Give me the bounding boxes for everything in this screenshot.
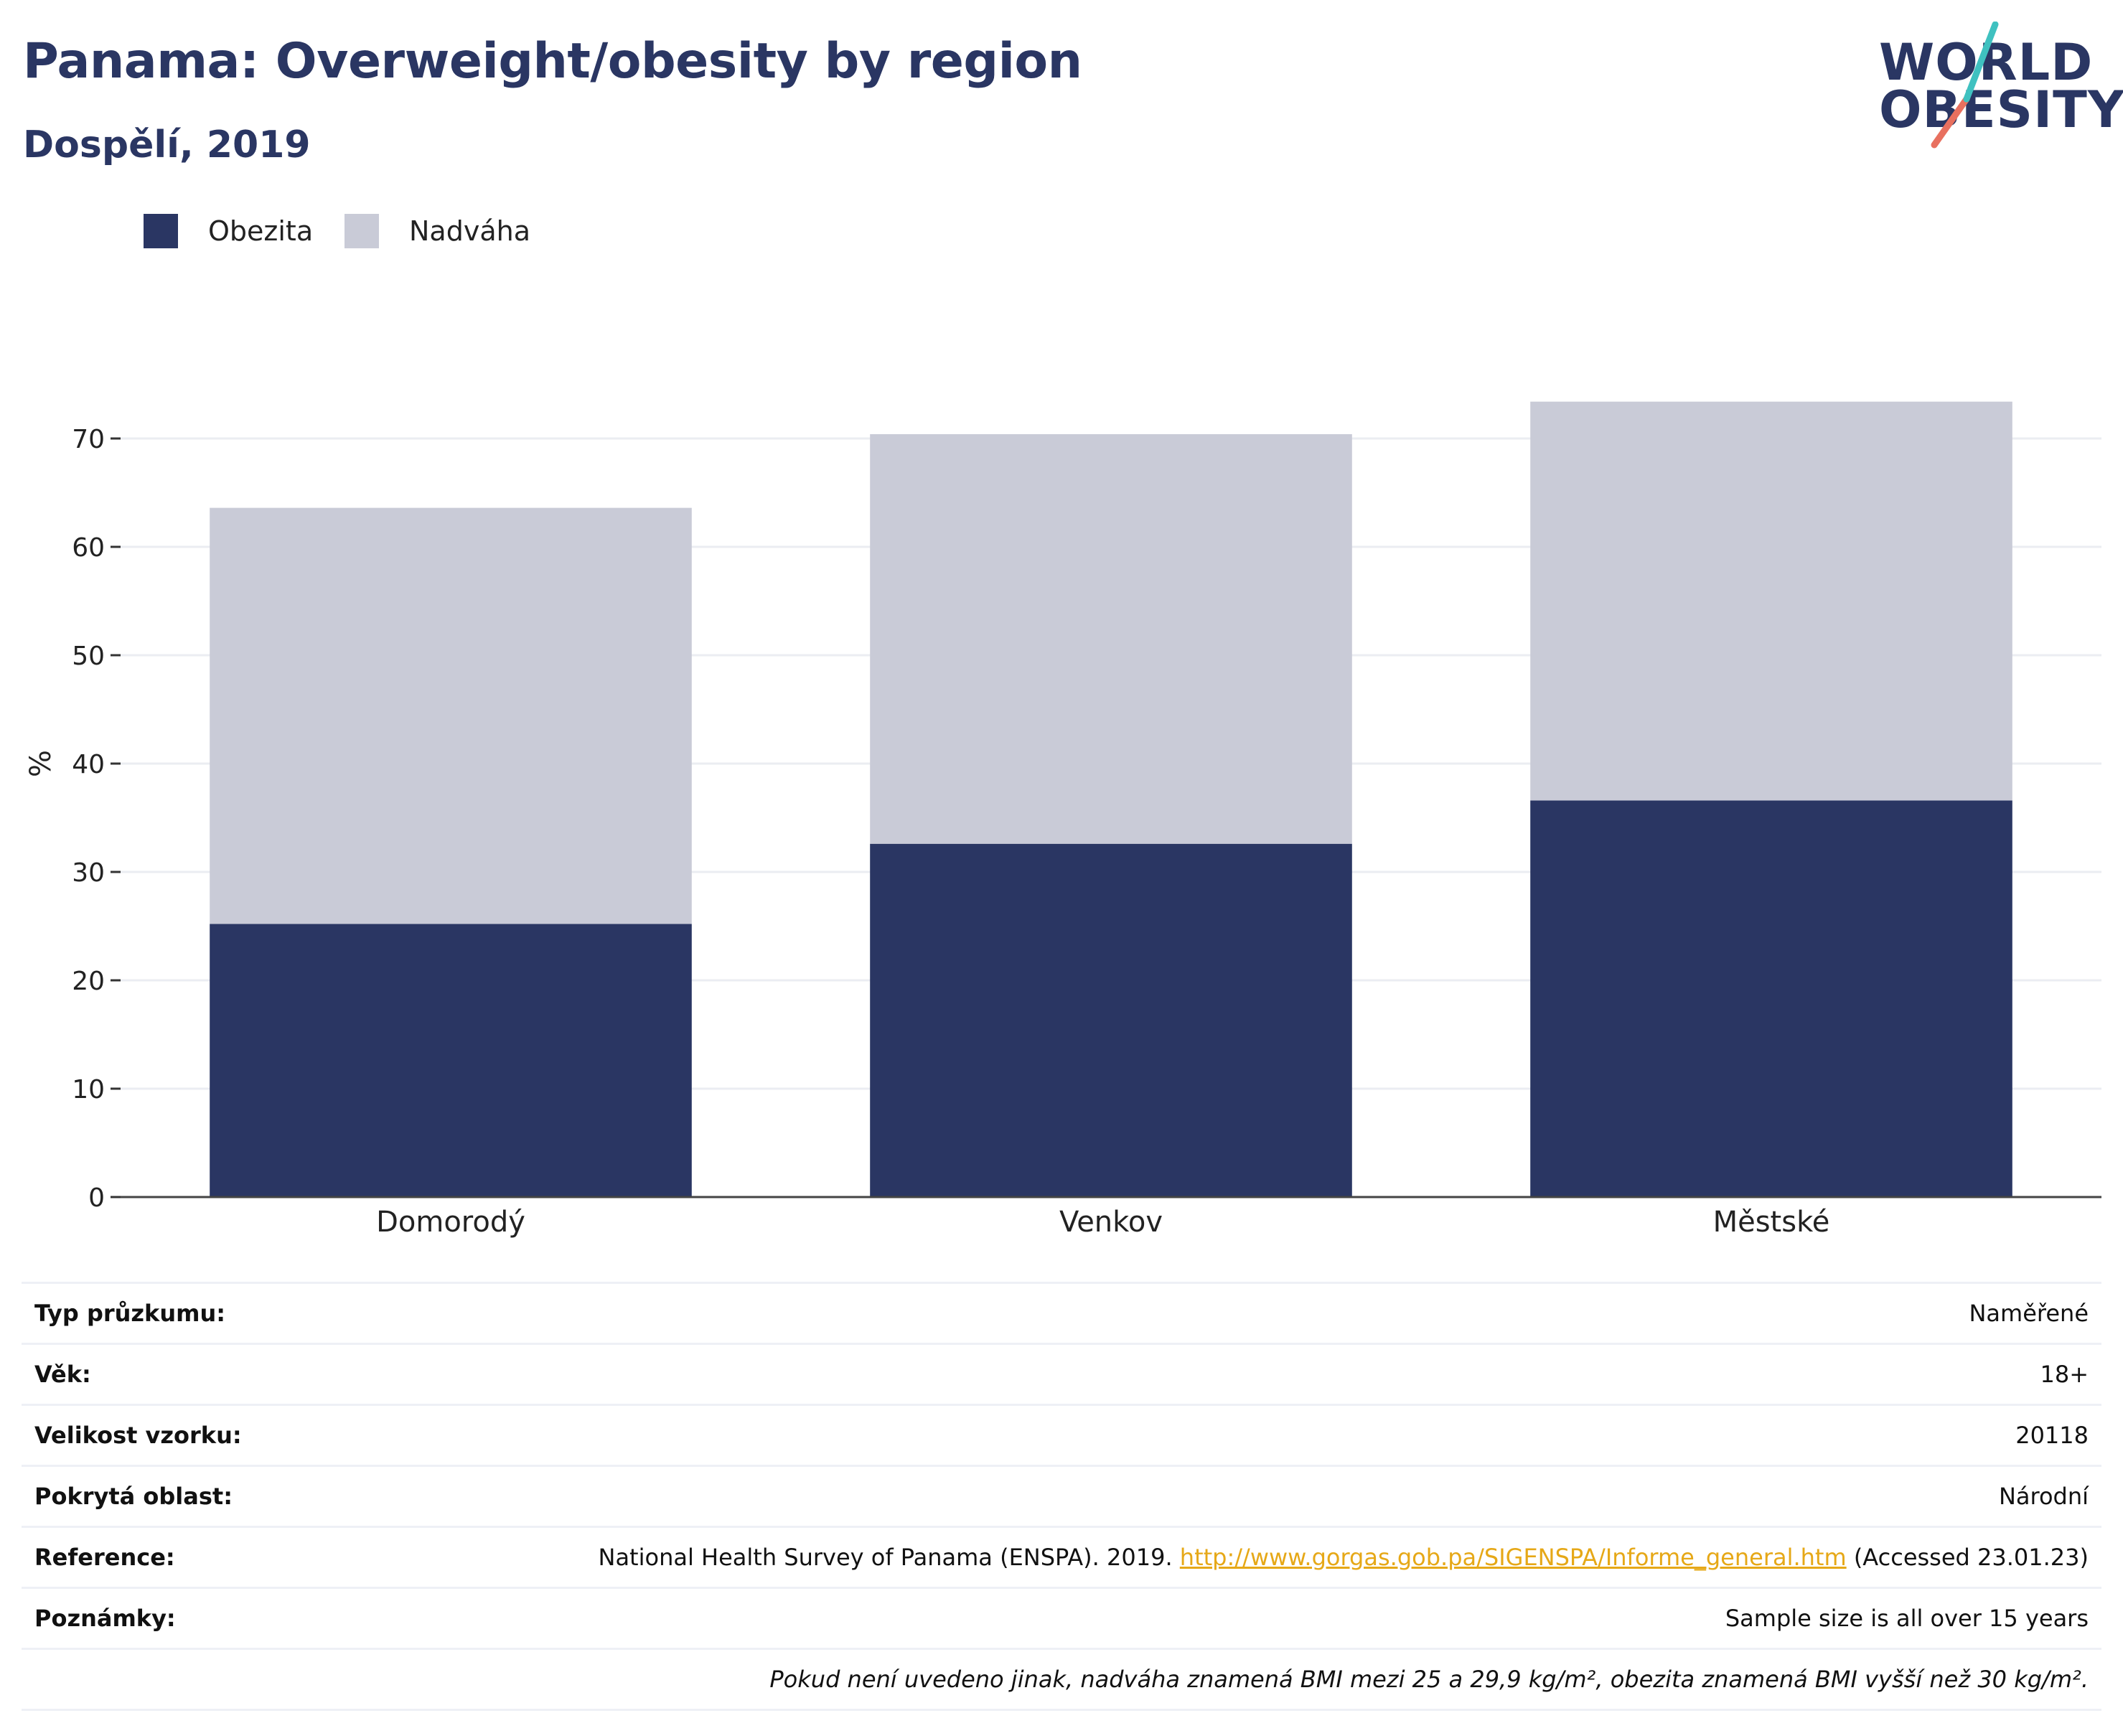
footnote: Pokud není uvedeno jinak, nadváha znamen… xyxy=(769,1666,2089,1693)
reference-link[interactable]: http://www.gorgas.gob.pa/SIGENSPA/Inform… xyxy=(1179,1544,1847,1571)
info-row-age: Věk: 18+ xyxy=(22,1343,2101,1404)
reference-text: National Health Survey of Panama (ENSPA)… xyxy=(598,1544,1180,1571)
chart-title: Panama: Overweight/obesity by region xyxy=(23,33,1082,90)
info-value: 18+ xyxy=(2040,1361,2089,1388)
info-row-sample-size: Velikost vzorku: 20118 xyxy=(22,1404,2101,1465)
info-value: Národní xyxy=(1998,1483,2089,1510)
y-tick-label: 20 xyxy=(72,967,105,996)
info-value: Naměřené xyxy=(1969,1300,2089,1327)
bar-obesity xyxy=(1530,800,2012,1197)
x-tick-label: Městské xyxy=(1713,1206,1830,1239)
y-tick-label: 70 xyxy=(72,425,105,454)
logo-slash-icon xyxy=(1931,22,1999,149)
info-value: 20118 xyxy=(2015,1422,2089,1449)
legend-swatch-overweight xyxy=(345,214,379,248)
info-key: Velikost vzorku: xyxy=(34,1422,242,1449)
y-tick-label: 50 xyxy=(72,642,105,671)
y-tick-label: 10 xyxy=(72,1075,105,1104)
reference-value: National Health Survey of Panama (ENSPA)… xyxy=(599,1544,2089,1571)
info-row-area: Pokrytá oblast: Národní xyxy=(22,1465,2101,1526)
legend-label-overweight: Nadváha xyxy=(409,215,530,247)
info-row-notes: Poznámky: Sample size is all over 15 yea… xyxy=(22,1587,2101,1648)
chart-subtitle: Dospělí, 2019 xyxy=(23,123,311,166)
y-tick-label: 40 xyxy=(72,750,105,779)
y-tick-label: 30 xyxy=(72,858,105,888)
logo-line-2: OBESITY xyxy=(1879,80,2123,139)
legend-swatch-obesity xyxy=(144,214,178,248)
bar-obesity xyxy=(870,843,1352,1197)
info-row-reference: Reference: National Health Survey of Pan… xyxy=(22,1526,2101,1587)
bar-chart: 0 10 20 30 40 50 60 70% Domorodý Venkov Městské xyxy=(24,401,2101,1239)
info-key: Reference: xyxy=(34,1544,175,1571)
y-tick-label: 0 xyxy=(88,1183,105,1213)
info-key: Věk: xyxy=(34,1361,91,1388)
survey-info-table: Typ průzkumu: Naměřené Věk: 18+ Velikost… xyxy=(22,1282,2101,1711)
x-tick-label: Domorodý xyxy=(376,1206,525,1239)
legend-label-obesity: Obezita xyxy=(208,215,314,247)
world-obesity-logo: WORLD OBESITY xyxy=(1866,22,2123,151)
info-key: Pokrytá oblast: xyxy=(34,1483,233,1510)
y-axis-title: % xyxy=(24,750,57,777)
reference-accessed: (Accessed 23.01.23) xyxy=(1846,1544,2089,1571)
info-key: Poznámky: xyxy=(34,1605,176,1632)
info-footnote-row: Pokud není uvedeno jinak, nadváha znamen… xyxy=(22,1648,2101,1711)
x-tick-label: Venkov xyxy=(1059,1206,1163,1239)
info-row-survey-type: Typ průzkumu: Naměřené xyxy=(22,1282,2101,1343)
bar-obesity xyxy=(210,924,692,1197)
bar-overweight xyxy=(870,433,1352,844)
bar-overweight xyxy=(1530,401,2012,801)
info-key: Typ průzkumu: xyxy=(34,1300,226,1327)
bar-overweight xyxy=(210,507,692,924)
info-value: Sample size is all over 15 years xyxy=(1725,1605,2089,1632)
y-tick-label: 60 xyxy=(72,533,105,563)
